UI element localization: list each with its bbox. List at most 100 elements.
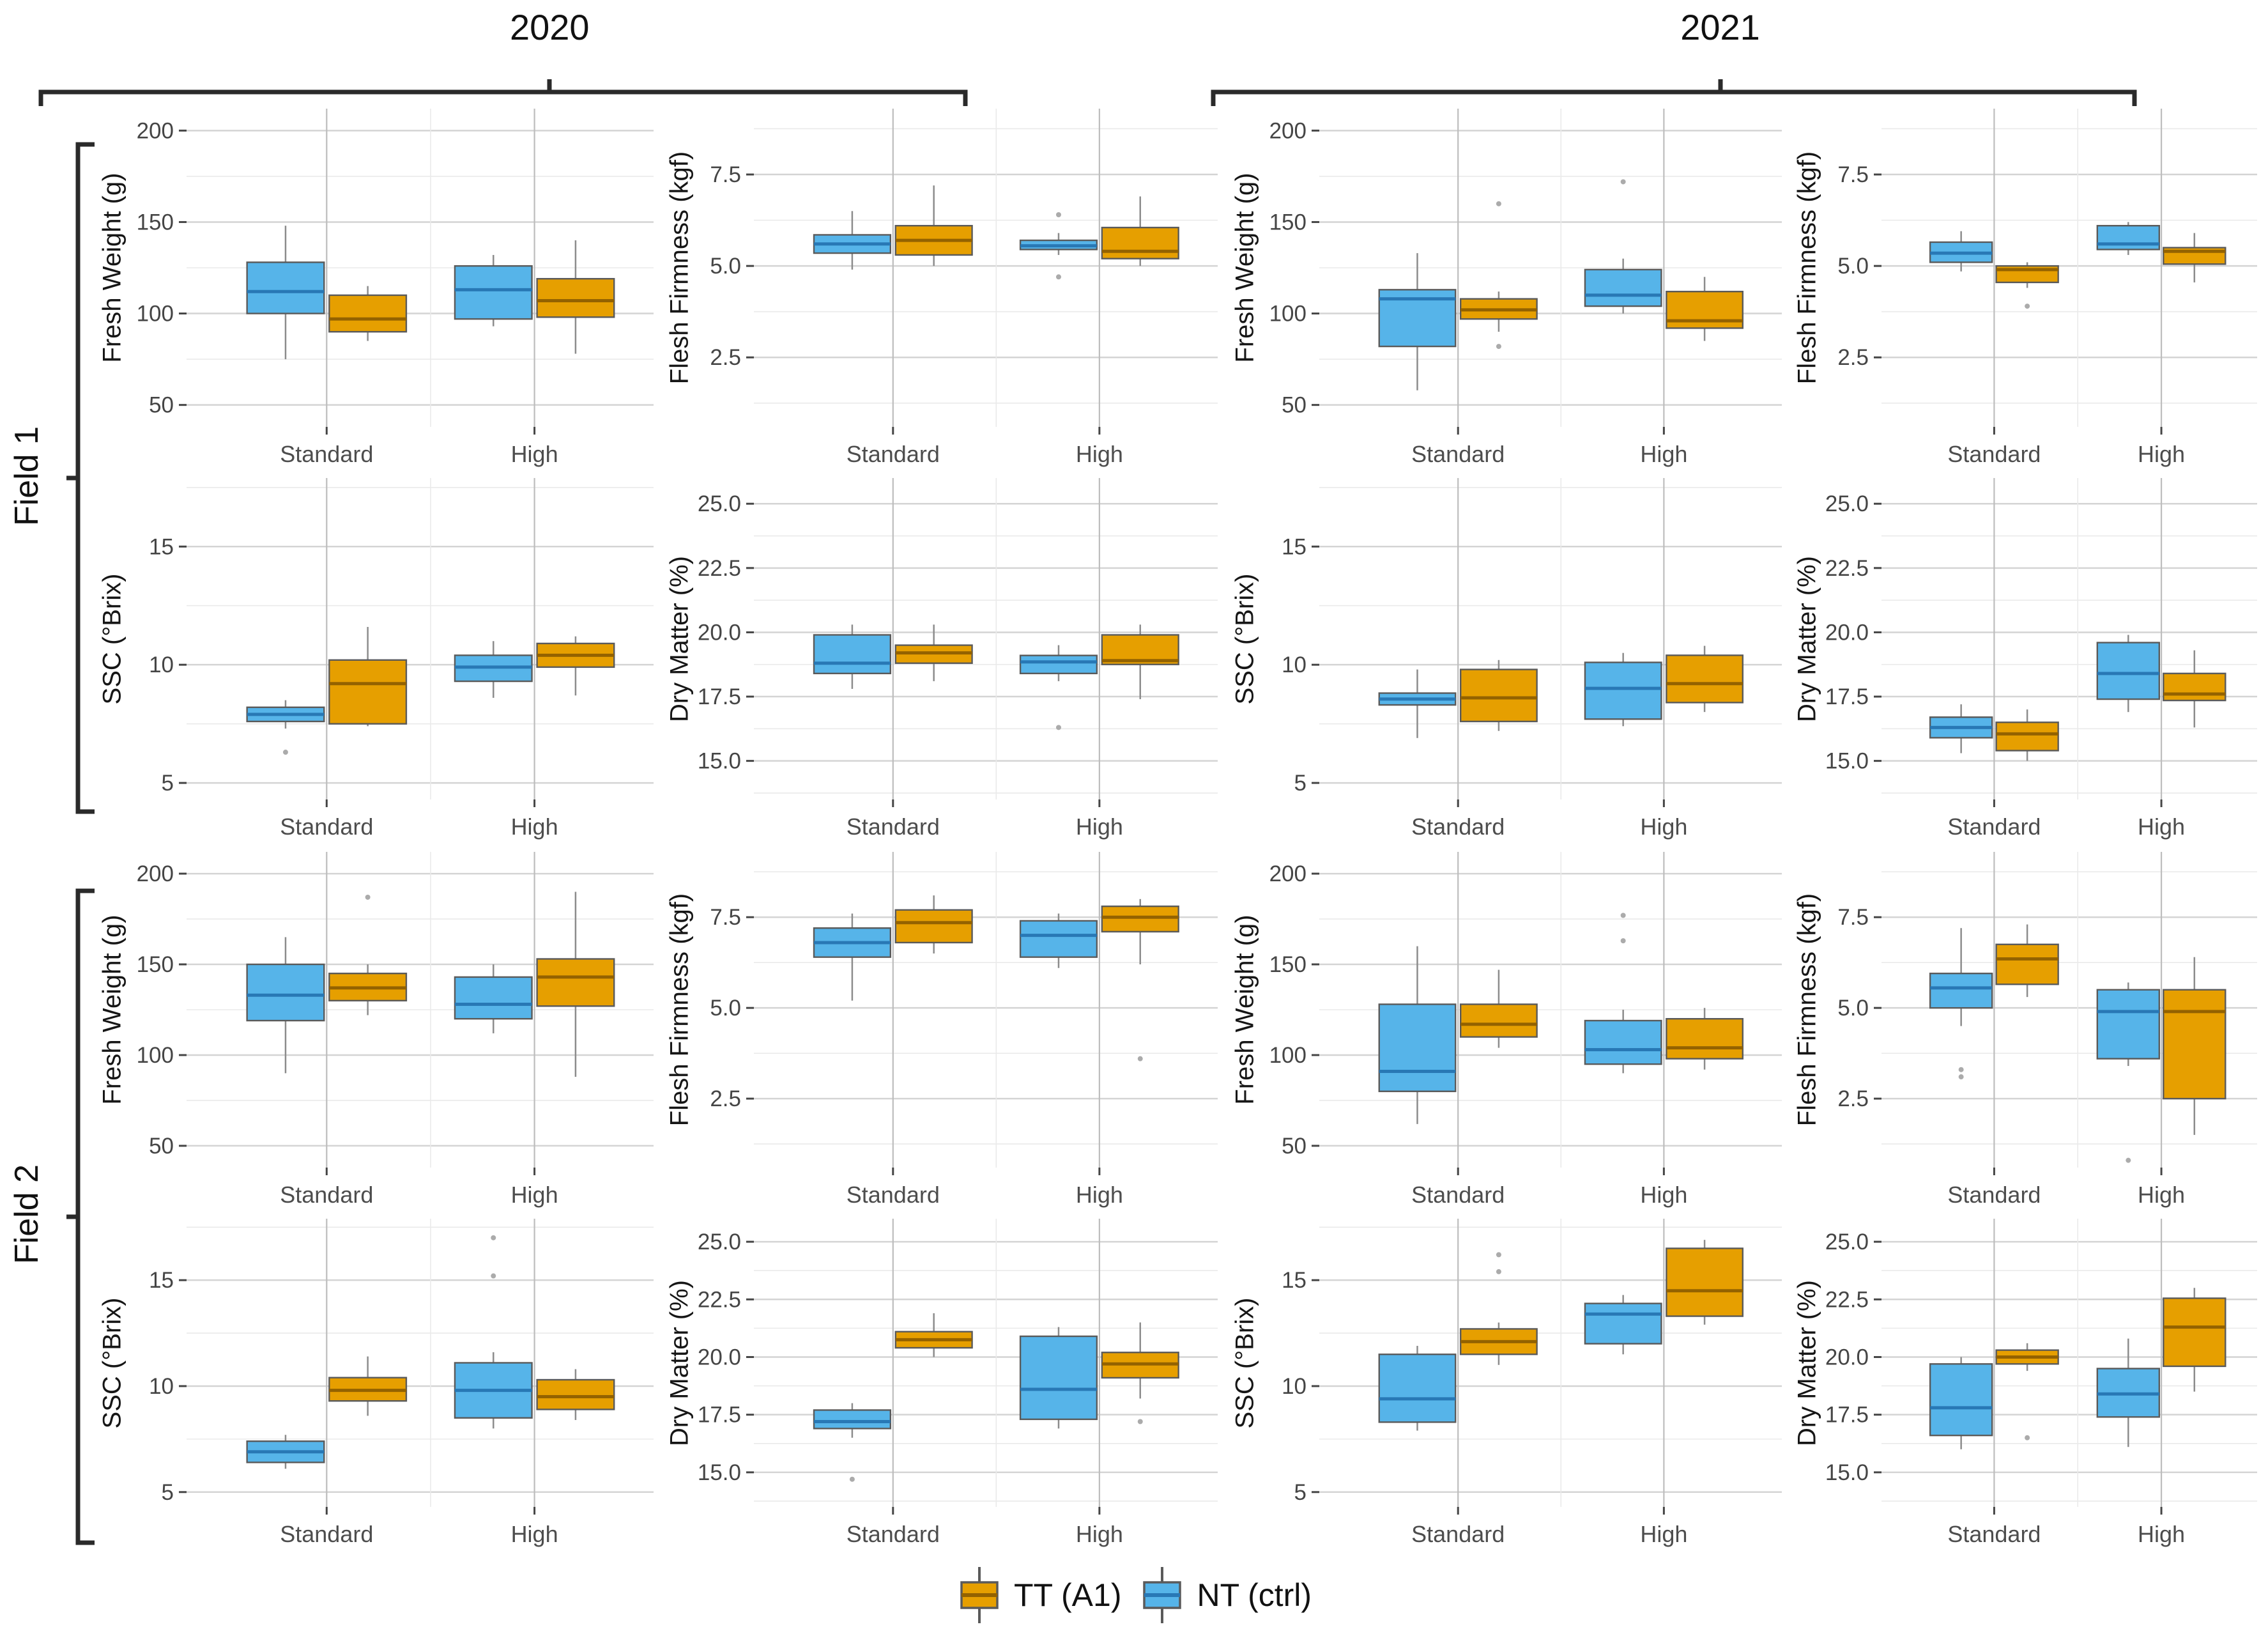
- y-tick-label: 50: [1282, 393, 1306, 418]
- y-tick-label: 5.0: [710, 254, 741, 279]
- year-label-2021: 2021: [1680, 7, 1760, 47]
- y-tick-label: 17.5: [698, 684, 741, 709]
- y-tick-label: 25.0: [1825, 491, 1869, 516]
- y-tick-label: 5.0: [710, 996, 741, 1021]
- panel-plot: 5 10 15 Standard High: [1282, 478, 1782, 840]
- year-label-2020: 2020: [509, 7, 590, 47]
- box-standard-nt: [1929, 1363, 1993, 1437]
- outlier-point: [1055, 212, 1061, 217]
- y-tick-label: 25.0: [1825, 1230, 1869, 1254]
- y-tick-label: 5.0: [1837, 254, 1869, 279]
- box-high-tt: [536, 277, 615, 318]
- box-high-tt: [1666, 1247, 1744, 1317]
- box-high-tt: [1666, 291, 1744, 329]
- panel-field1-2020-ssc: SSC (°Brix) 5 10 15 Standard High: [96, 478, 661, 851]
- x-category-label: Standard: [280, 1182, 373, 1208]
- y-tick-label: 10: [149, 652, 174, 677]
- outlier-point: [365, 894, 371, 900]
- y-axis-title: Dry Matter (%): [1793, 555, 1821, 722]
- box-standard-tt: [1995, 943, 2059, 985]
- y-tick-label: 150: [1269, 210, 1306, 235]
- panel-plot: 50 100 150 200 Standard High: [1269, 109, 1782, 467]
- y-tick-label: 100: [1269, 302, 1306, 327]
- y-tick-label: 150: [137, 952, 174, 977]
- y-tick-label: 7.5: [1837, 905, 1869, 930]
- panel-field1-2021-ssc: SSC (°Brix) 5 10 15 Standard High: [1229, 478, 1789, 851]
- panel-plot: 50 100 150 200 Standard High: [137, 852, 654, 1208]
- y-axis-title: Fresh Weight (g): [1230, 914, 1259, 1105]
- y-axis-title: SSC (°Brix): [1230, 573, 1259, 704]
- box-high-tt: [1101, 226, 1179, 259]
- y-axis-title: Fresh Weight (g): [1230, 173, 1259, 363]
- x-category-label: High: [1076, 1182, 1123, 1208]
- box-standard-tt: [894, 909, 973, 944]
- x-category-label: High: [1076, 1521, 1123, 1547]
- y-tick-label: 2.5: [1837, 1086, 1869, 1111]
- panel-field2-2020-fw: Fresh Weight (g) 50 100 150 200 Standard High: [96, 852, 661, 1219]
- box-high-nt: [454, 265, 533, 320]
- y-tick-label: 100: [1269, 1043, 1306, 1068]
- x-category-label: High: [2138, 441, 2185, 467]
- y-tick-label: 5: [1294, 771, 1306, 796]
- boxplot-swatch-tt-icon: [960, 1567, 999, 1623]
- y-tick-label: 10: [149, 1374, 174, 1399]
- y-axis-title: Fresh Weight (g): [98, 173, 126, 363]
- panel-field2-2020-ssc: SSC (°Brix) 5 10 15 Standard High: [96, 1219, 661, 1558]
- panel-plot: 50 100 150 200 Standard High: [137, 109, 654, 467]
- box-high-tt: [536, 1378, 615, 1410]
- y-tick-label: 20.0: [698, 620, 741, 645]
- panel-plot: 5 10 15 Standard High: [1282, 1219, 1782, 1547]
- outlier-point: [849, 1476, 855, 1482]
- y-axis-title: Dry Matter (%): [665, 1279, 694, 1446]
- y-tick-label: 200: [1269, 118, 1306, 143]
- box-standard-tt: [1995, 722, 2059, 752]
- x-category-label: High: [2138, 814, 2185, 840]
- y-tick-label: 2.5: [710, 345, 741, 370]
- panel-field1-2021-fw: Fresh Weight (g) 50 100 150 200 Standard High: [1229, 109, 1789, 478]
- x-category-label: Standard: [1947, 441, 2041, 467]
- y-tick-label: 22.5: [698, 556, 741, 581]
- box-high-nt: [2096, 989, 2161, 1060]
- outlier-point: [1496, 1269, 1501, 1274]
- y-tick-label: 5: [162, 1480, 174, 1505]
- box-high-nt: [2096, 224, 2161, 251]
- box-high-nt: [1584, 661, 1662, 720]
- box-high-tt: [2163, 672, 2226, 702]
- box-high-tt: [536, 958, 615, 1007]
- y-tick-label: 20.0: [698, 1345, 741, 1370]
- y-axis-title: Flesh Firmness (kgf): [1793, 151, 1821, 385]
- x-category-label: Standard: [1411, 1182, 1505, 1208]
- box-high-nt: [1019, 1335, 1098, 1421]
- y-tick-label: 15: [149, 534, 174, 559]
- outlier-point: [1137, 1419, 1143, 1424]
- y-axis-title: Dry Matter (%): [665, 555, 694, 722]
- box-high-tt: [1101, 905, 1179, 933]
- y-tick-label: 15: [1282, 1268, 1306, 1293]
- y-tick-label: 20.0: [1825, 1345, 1869, 1370]
- box-high-nt: [1584, 1019, 1662, 1065]
- box-high-tt: [1666, 1017, 1744, 1060]
- y-axis-title: Flesh Firmness (kgf): [1793, 893, 1821, 1127]
- panel-plot: 2.5 5.0 7.5 Standard High: [710, 852, 1218, 1208]
- x-category-label: Standard: [847, 1521, 940, 1547]
- box-standard-nt: [1378, 1354, 1457, 1423]
- box-high-nt: [1584, 1302, 1662, 1345]
- year-header-2021: 2021: [1211, 6, 2137, 51]
- box-standard-nt: [246, 261, 325, 314]
- outlier-point: [1620, 179, 1626, 185]
- box-high-nt: [2096, 642, 2161, 700]
- field-bracket-2: [66, 888, 95, 1545]
- outlier-point: [2126, 1157, 2131, 1163]
- x-category-label: Standard: [1411, 1521, 1505, 1547]
- y-tick-label: 5: [1294, 1480, 1306, 1505]
- y-axis-title: Flesh Firmness (kgf): [665, 151, 694, 385]
- y-tick-label: 150: [1269, 952, 1306, 977]
- y-tick-label: 5.0: [1837, 996, 1869, 1021]
- x-category-label: Standard: [1947, 1521, 2041, 1547]
- y-tick-label: 22.5: [1825, 1287, 1869, 1312]
- x-category-label: High: [511, 441, 558, 467]
- legend-entry-nt: NT (ctrl): [1139, 1563, 1312, 1627]
- y-tick-label: 15.0: [698, 1460, 741, 1485]
- panel-field2-2020-dm: Dry Matter (%) 15.0 17.5 20.0 22.5 25.0 Standa…: [663, 1219, 1225, 1558]
- panel-field2-2021-fw: Fresh Weight (g) 50 100 150 200 Standard High: [1229, 852, 1789, 1219]
